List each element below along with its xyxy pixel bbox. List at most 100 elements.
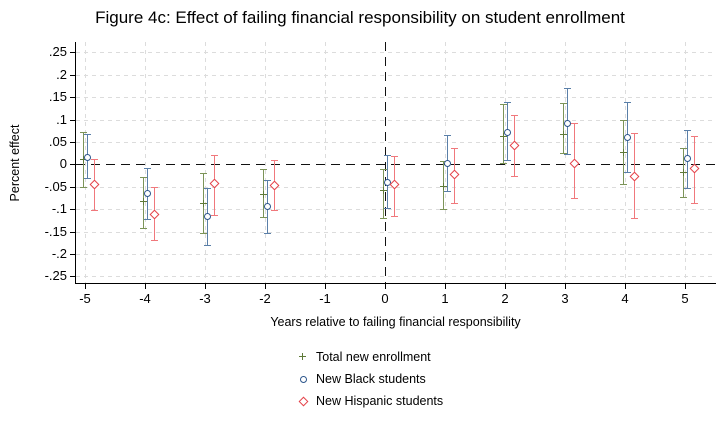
error-bar-cap-top [211,154,218,156]
legend-label: Total new enrollment [316,350,431,364]
plus-marker-icon [263,190,264,198]
plus-marker-icon [563,130,564,138]
error-bar-cap-top [151,186,158,188]
y-axis-tick [70,231,75,233]
error-bar-cap-top [691,135,698,137]
circle-marker-icon [564,119,571,127]
legend-item-new-black-students: New Black students [296,368,443,390]
y-tick-label: .1 [56,111,67,127]
diamond-marker-icon [269,180,280,191]
x-tick-label: 3 [561,291,569,306]
x-axis-tick [325,284,326,289]
error-bar-cap-top [91,158,98,160]
gridline-vertical [565,42,566,283]
error-bar-cap-top [560,103,567,105]
circle-marker-icon [444,159,451,167]
error-bar-line [563,103,564,154]
x-axis-tick [445,284,446,289]
gridline-horizontal [76,276,716,278]
y-axis-tick [70,141,75,143]
circle-marker-icon [144,190,151,198]
gridline-horizontal [76,253,716,255]
error-bar-cap-top [680,147,687,149]
y-tick-label: -.1 [51,201,67,217]
error-bar-cap-bottom [200,233,207,235]
error-bar-cap-bottom [511,175,518,177]
gridline-vertical [685,42,686,283]
error-bar-cap-top [444,135,451,137]
error-bar-cap-top [440,161,447,163]
x-tick-label: 0 [381,291,389,306]
error-bar-cap-bottom [264,233,271,235]
y-tick-label: -.2 [51,245,67,261]
plus-marker-icon [443,182,444,190]
error-bar-cap-top [564,88,571,90]
error-bar-cap-top [144,168,151,170]
y-axis-tick [70,186,75,188]
legend: Total new enrollment New Black students … [296,346,443,412]
gridline-horizontal [76,119,716,121]
error-bar-cap-top [684,129,691,131]
error-bar-cap-top [511,115,518,117]
gridline-vertical [205,42,206,283]
error-bar-cap-bottom [144,219,151,221]
error-bar-cap-bottom [504,159,511,161]
error-bar-cap-bottom [571,198,578,200]
error-bar-cap-top [620,119,627,121]
diamond-marker-icon [569,158,580,168]
error-bar-cap-top [391,155,398,157]
error-bar-cap-bottom [624,171,631,173]
error-bar-cap-bottom [380,218,387,220]
diamond-marker-icon [629,171,640,182]
error-bar-cap-bottom [260,217,267,219]
error-bar-cap-bottom [91,209,98,211]
y-tick-label: 0 [59,156,67,172]
error-bar-cap-bottom [271,209,278,211]
error-bar-cap-top [80,131,87,133]
error-bar-cap-bottom [564,154,571,156]
gridline-horizontal [76,97,716,99]
diamond-marker-icon [296,394,310,408]
plus-marker-icon [203,200,204,208]
plus-marker-icon [503,132,504,140]
error-bar-cap-top [571,123,578,125]
y-axis-tick [70,119,75,121]
x-axis-tick [625,284,626,289]
x-tick-label: -2 [259,291,271,306]
legend-item-new-hispanic-students: New Hispanic students [296,390,443,412]
x-axis-tick [145,284,146,289]
error-bar-cap-bottom [151,240,158,241]
legend-label: New Hispanic students [316,394,444,408]
error-bar-cap-top [84,133,91,135]
error-bar-cap-top [624,102,631,104]
plus-marker-icon [683,169,684,177]
error-bar-cap-bottom [204,244,211,246]
gridline-vertical [145,42,146,283]
x-tick-label: -4 [139,291,151,306]
error-bar-cap-bottom [680,196,687,198]
gridline-vertical [325,42,326,283]
event-time-reference-line [385,42,386,283]
legend-item-total-new-enrollment: Total new enrollment [296,346,443,368]
x-tick-label: 4 [621,291,629,306]
error-bar-cap-bottom [451,203,458,205]
y-tick-label: .05 [48,133,67,149]
y-axis-label: Percent effect [8,124,22,202]
error-bar-cap-top [140,176,147,178]
error-bar-cap-top [504,101,511,103]
y-tick-label: -.05 [44,178,67,194]
error-bar-cap-top [631,132,638,134]
error-bar-cap-bottom [84,178,91,180]
circle-marker-icon [296,372,310,386]
x-axis-tick [685,284,686,289]
gridline-horizontal [76,231,716,233]
x-axis-tick [205,284,206,289]
error-bar-cap-bottom [691,202,698,204]
plus-marker-icon [143,198,144,206]
y-tick-label: -.15 [44,223,67,239]
error-bar-cap-bottom [80,187,87,189]
y-axis-tick [70,52,75,54]
error-bar-cap-top [380,169,387,171]
chart-title: Figure 4c: Effect of failing financial r… [95,8,625,27]
